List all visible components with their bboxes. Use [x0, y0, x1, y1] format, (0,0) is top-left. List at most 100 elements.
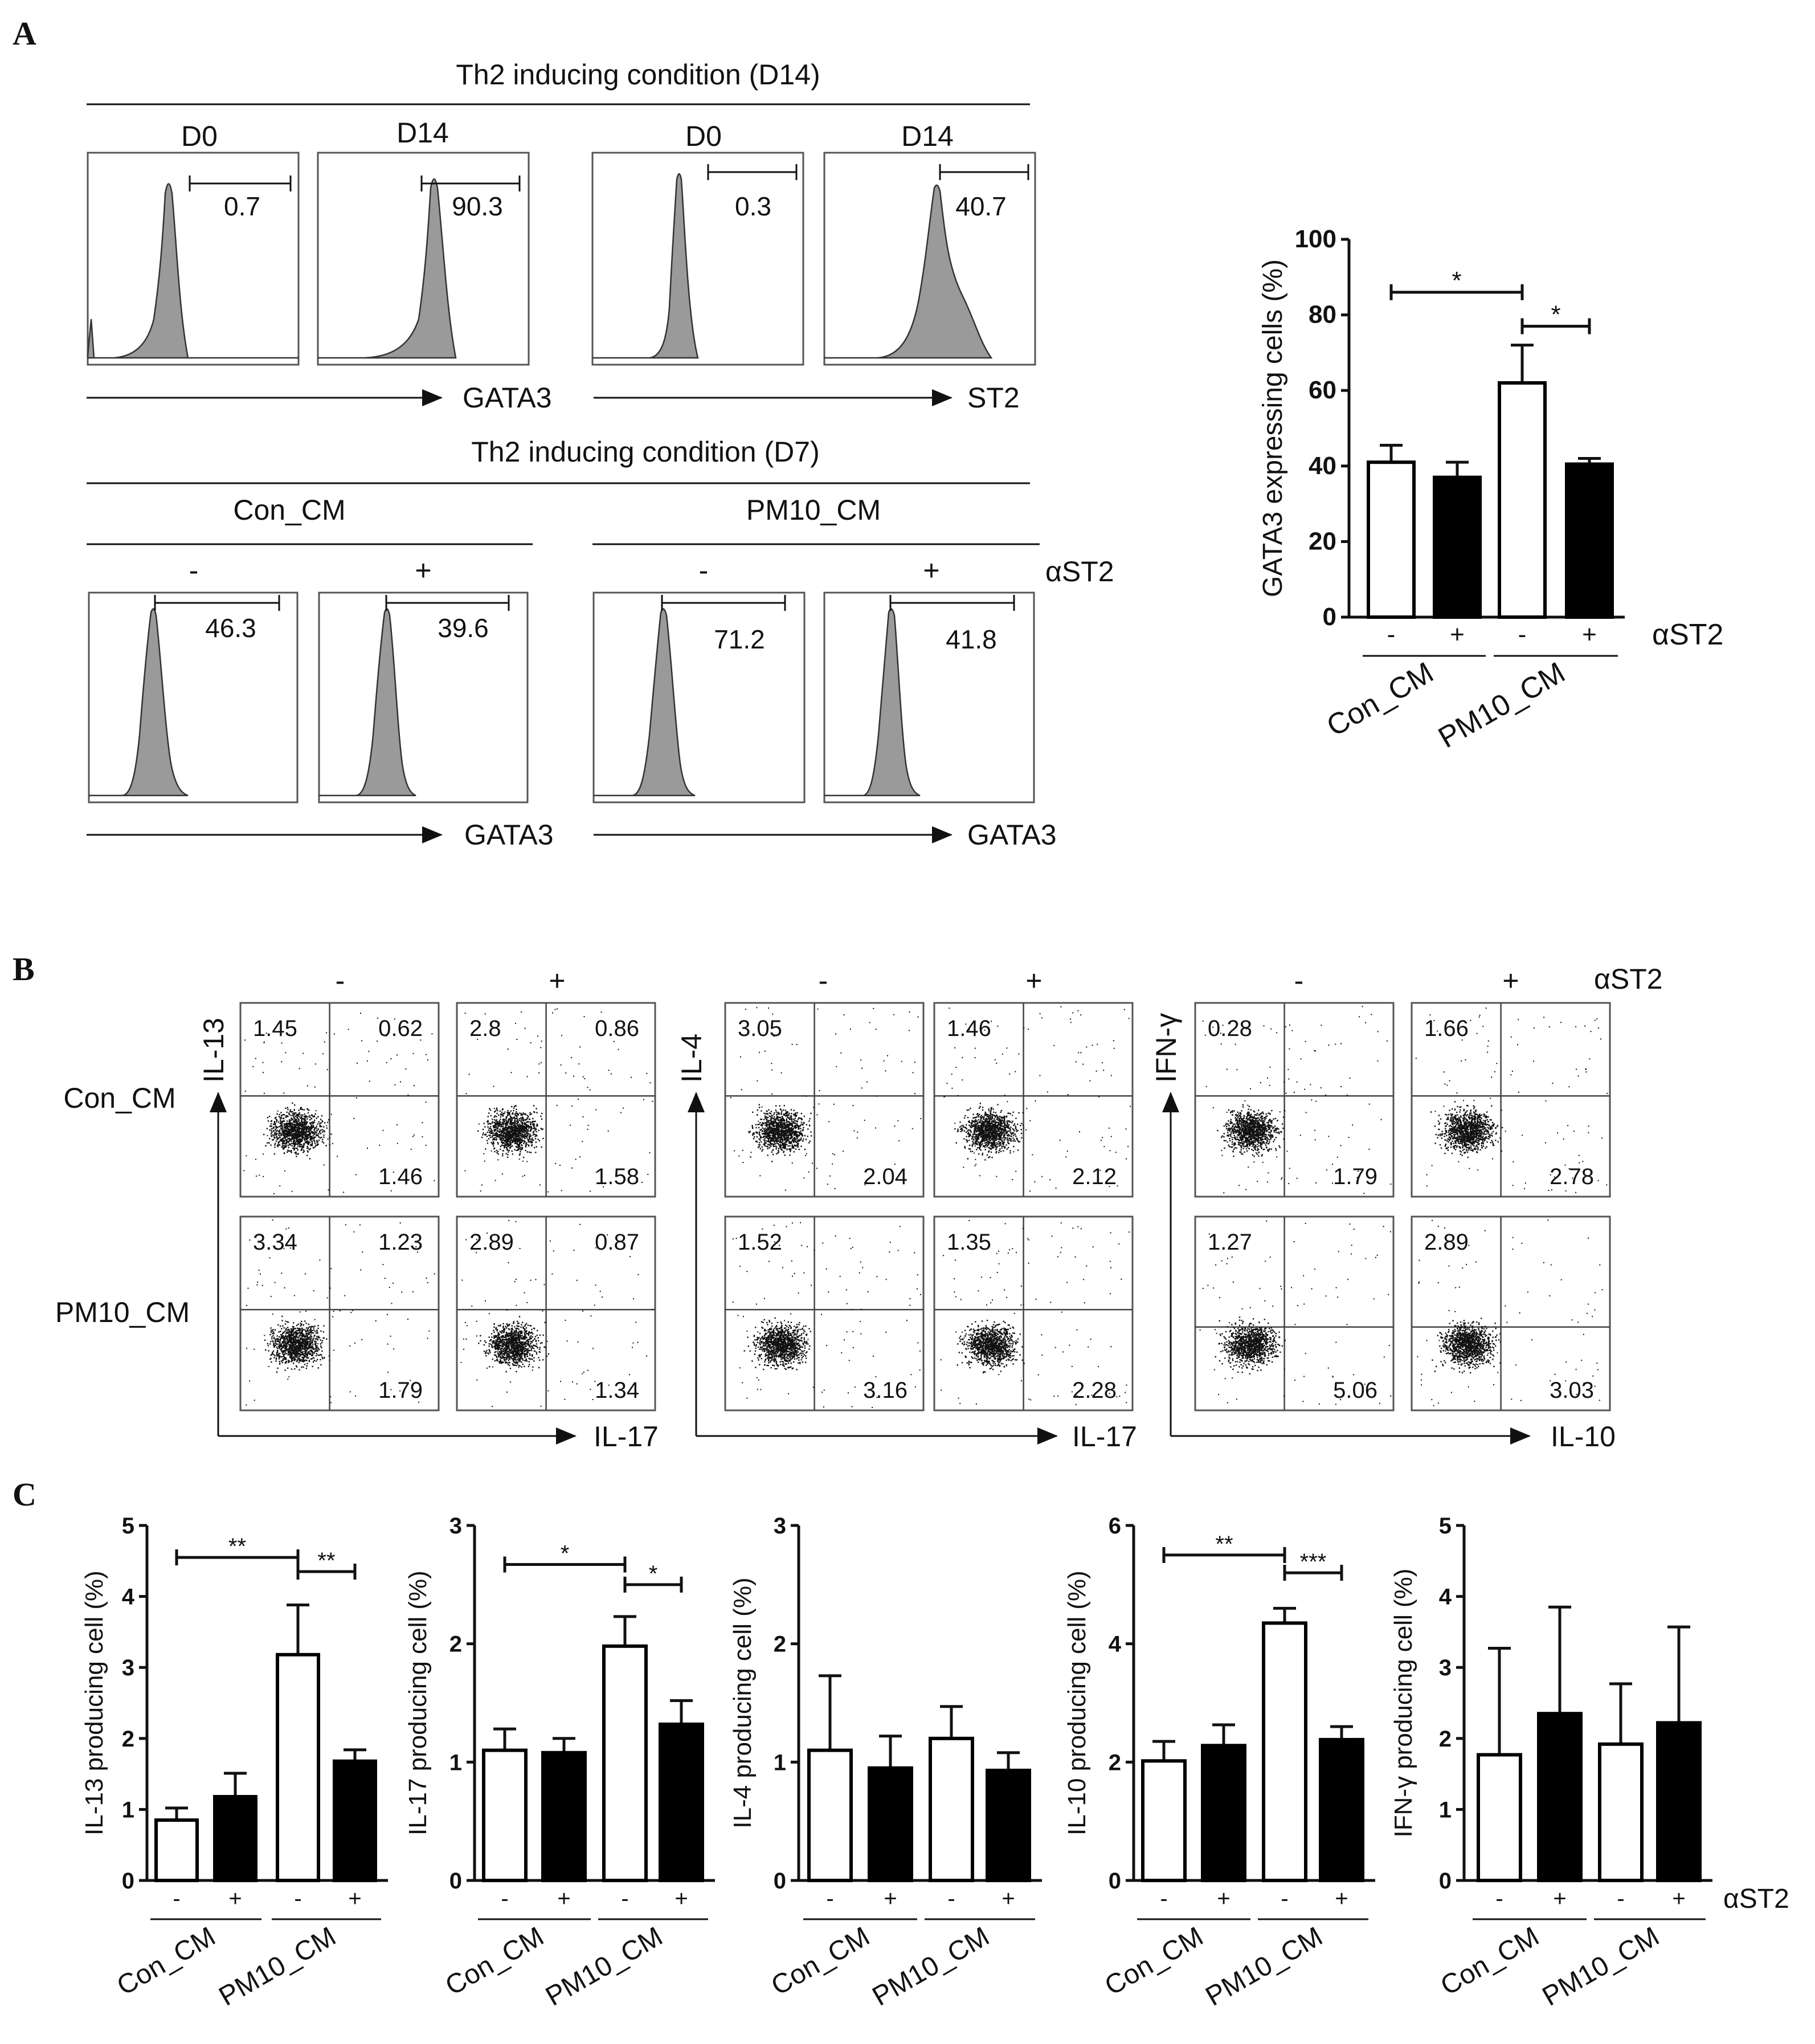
dot-plot-frame: [933, 1002, 1134, 1198]
treatment-label: -: [1294, 965, 1304, 997]
treatment-label: -: [819, 965, 828, 997]
category-label: -: [1495, 1886, 1503, 1911]
group-label: PM10_CM: [214, 1921, 341, 2012]
dot-cloud: [460, 1220, 653, 1407]
quadrant-value: 2.89: [1424, 1230, 1469, 1255]
axis-label-gata3: GATA3: [463, 382, 552, 414]
bar: [333, 1759, 377, 1883]
quadrant-value: 3.05: [738, 1016, 782, 1041]
il17-bar-chart: 0 1 2 3 IL-17 producing cell (%) - + - + Con_CMPM…: [404, 1513, 715, 2012]
dot-plot: 2.89 3.03: [1411, 1215, 1611, 1411]
bar: [1477, 1753, 1522, 1883]
dot-cloud: [464, 1008, 653, 1193]
quadrant-value: 2.78: [1550, 1164, 1594, 1189]
category-label: +: [884, 1886, 897, 1911]
dot-cloud: [732, 1222, 921, 1408]
bar: [929, 1736, 974, 1883]
y-tick-label: 2: [1439, 1727, 1452, 1752]
category-label: -: [1160, 1886, 1167, 1911]
y-tick-label: 0: [1439, 1868, 1452, 1894]
dot-plot: 1.52 3.16: [724, 1215, 925, 1411]
panel-label-b: B: [13, 950, 35, 988]
category-label: +: [1553, 1886, 1566, 1911]
category-label: -: [173, 1886, 180, 1911]
bar: [1319, 1737, 1364, 1883]
gate-value: 39.6: [438, 613, 489, 643]
bar: [1433, 475, 1482, 619]
bar: [986, 1768, 1031, 1883]
y-tick-label: 2: [774, 1632, 786, 1657]
category-label: +: [1217, 1886, 1230, 1911]
bar: [213, 1794, 257, 1882]
row-label: Con_CM: [63, 1082, 175, 1114]
quadrant-value: 1.23: [378, 1230, 423, 1255]
histogram-gata3-d14: 90.3: [317, 152, 530, 366]
category-label: +: [1672, 1886, 1685, 1911]
treatment-label: +: [1025, 965, 1042, 997]
dot-plot: 3.34 1.23 1.79: [239, 1215, 440, 1411]
sig-label: **: [1215, 1532, 1233, 1557]
quadrant-value: 1.46: [378, 1164, 423, 1189]
panel-label-a: A: [13, 15, 36, 52]
quadrant-value: 1.27: [1208, 1230, 1252, 1255]
category-label: +: [675, 1886, 688, 1911]
quadrant-value: 1.52: [738, 1230, 782, 1255]
histogram-st2-d0: 0.3: [591, 152, 804, 366]
y-tick-label: 80: [1309, 301, 1336, 329]
dotplot-y-label: IL-4: [676, 1034, 708, 1083]
dot-plot: 1.66 2.78: [1411, 1002, 1611, 1198]
quadrant-value: 1.79: [378, 1378, 423, 1403]
bar: [1262, 1621, 1307, 1882]
group-label: PM10_CM: [1538, 1921, 1665, 2012]
panel-label-c: C: [13, 1476, 36, 1513]
dotplot-x-label: IL-10: [1551, 1421, 1616, 1453]
day-label: D14: [901, 120, 954, 152]
y-tick-label: 5: [1439, 1513, 1452, 1539]
quadrant-value: 2.28: [1072, 1378, 1117, 1403]
y-tick-label: 1: [774, 1750, 786, 1775]
dot-cloud: [1417, 1219, 1603, 1406]
quadrant-value: 1.35: [947, 1230, 991, 1255]
treatment-name: αST2: [1045, 556, 1114, 588]
category-label: -: [1617, 1886, 1624, 1911]
y-tick-label: 40: [1309, 452, 1336, 480]
quadrant-value: 0.86: [595, 1016, 639, 1041]
quadrant-value: 0.87: [595, 1230, 639, 1255]
y-tick-label: 0: [122, 1868, 134, 1894]
group-label: PM10_CM: [541, 1921, 668, 2012]
bar: [659, 1722, 704, 1882]
dot-plot: 2.89 0.87 1.34: [456, 1215, 656, 1411]
dot-cloud: [940, 1220, 1130, 1405]
y-tick-label: 3: [449, 1513, 462, 1539]
y-axis-label: IL-4 producing cell (%): [729, 1577, 757, 1828]
quadrant-value: 2.12: [1072, 1164, 1117, 1189]
bar: [1141, 1759, 1187, 1882]
dotplot-x-label: IL-17: [1072, 1421, 1137, 1453]
y-tick-label: 20: [1309, 527, 1336, 555]
bar: [602, 1644, 648, 1883]
category-label: +: [228, 1886, 242, 1911]
bar: [807, 1748, 853, 1882]
day-label: D0: [685, 120, 722, 152]
day-label: D14: [396, 117, 449, 149]
treatment-name: αST2: [1723, 1884, 1789, 1914]
histogram-gata3-con-plus: 39.6: [318, 591, 529, 803]
quadrant-value: 3.16: [863, 1378, 907, 1403]
dot-cloud: [1199, 1220, 1392, 1405]
dotplot-grid: 1.45 0.62 1.46 2.8 0.86 1.58 3.05 2.04 1.46 2.12 0…: [239, 1002, 1611, 1411]
quadrant-value: 2.8: [469, 1016, 501, 1041]
sig-label: *: [1551, 300, 1560, 328]
y-tick-label: 3: [122, 1655, 134, 1680]
y-axis-label: IL-17 producing cell (%): [404, 1570, 432, 1835]
treatment-label: +: [415, 554, 431, 586]
treatment-label: +: [549, 965, 565, 997]
bar: [276, 1653, 320, 1882]
y-tick-label: 0: [1109, 1868, 1121, 1894]
bar: [1367, 460, 1416, 619]
y-tick-label: 0: [774, 1868, 786, 1894]
il13-bar-chart: 0 1 2 3 4 5 IL-13 producing cell (%) - + - + Con_CM…: [80, 1513, 388, 2012]
y-tick-label: 1: [122, 1797, 134, 1822]
dot-plot-frame: [456, 1215, 656, 1411]
histogram-gata3-con-minus: 46.3: [88, 591, 299, 803]
